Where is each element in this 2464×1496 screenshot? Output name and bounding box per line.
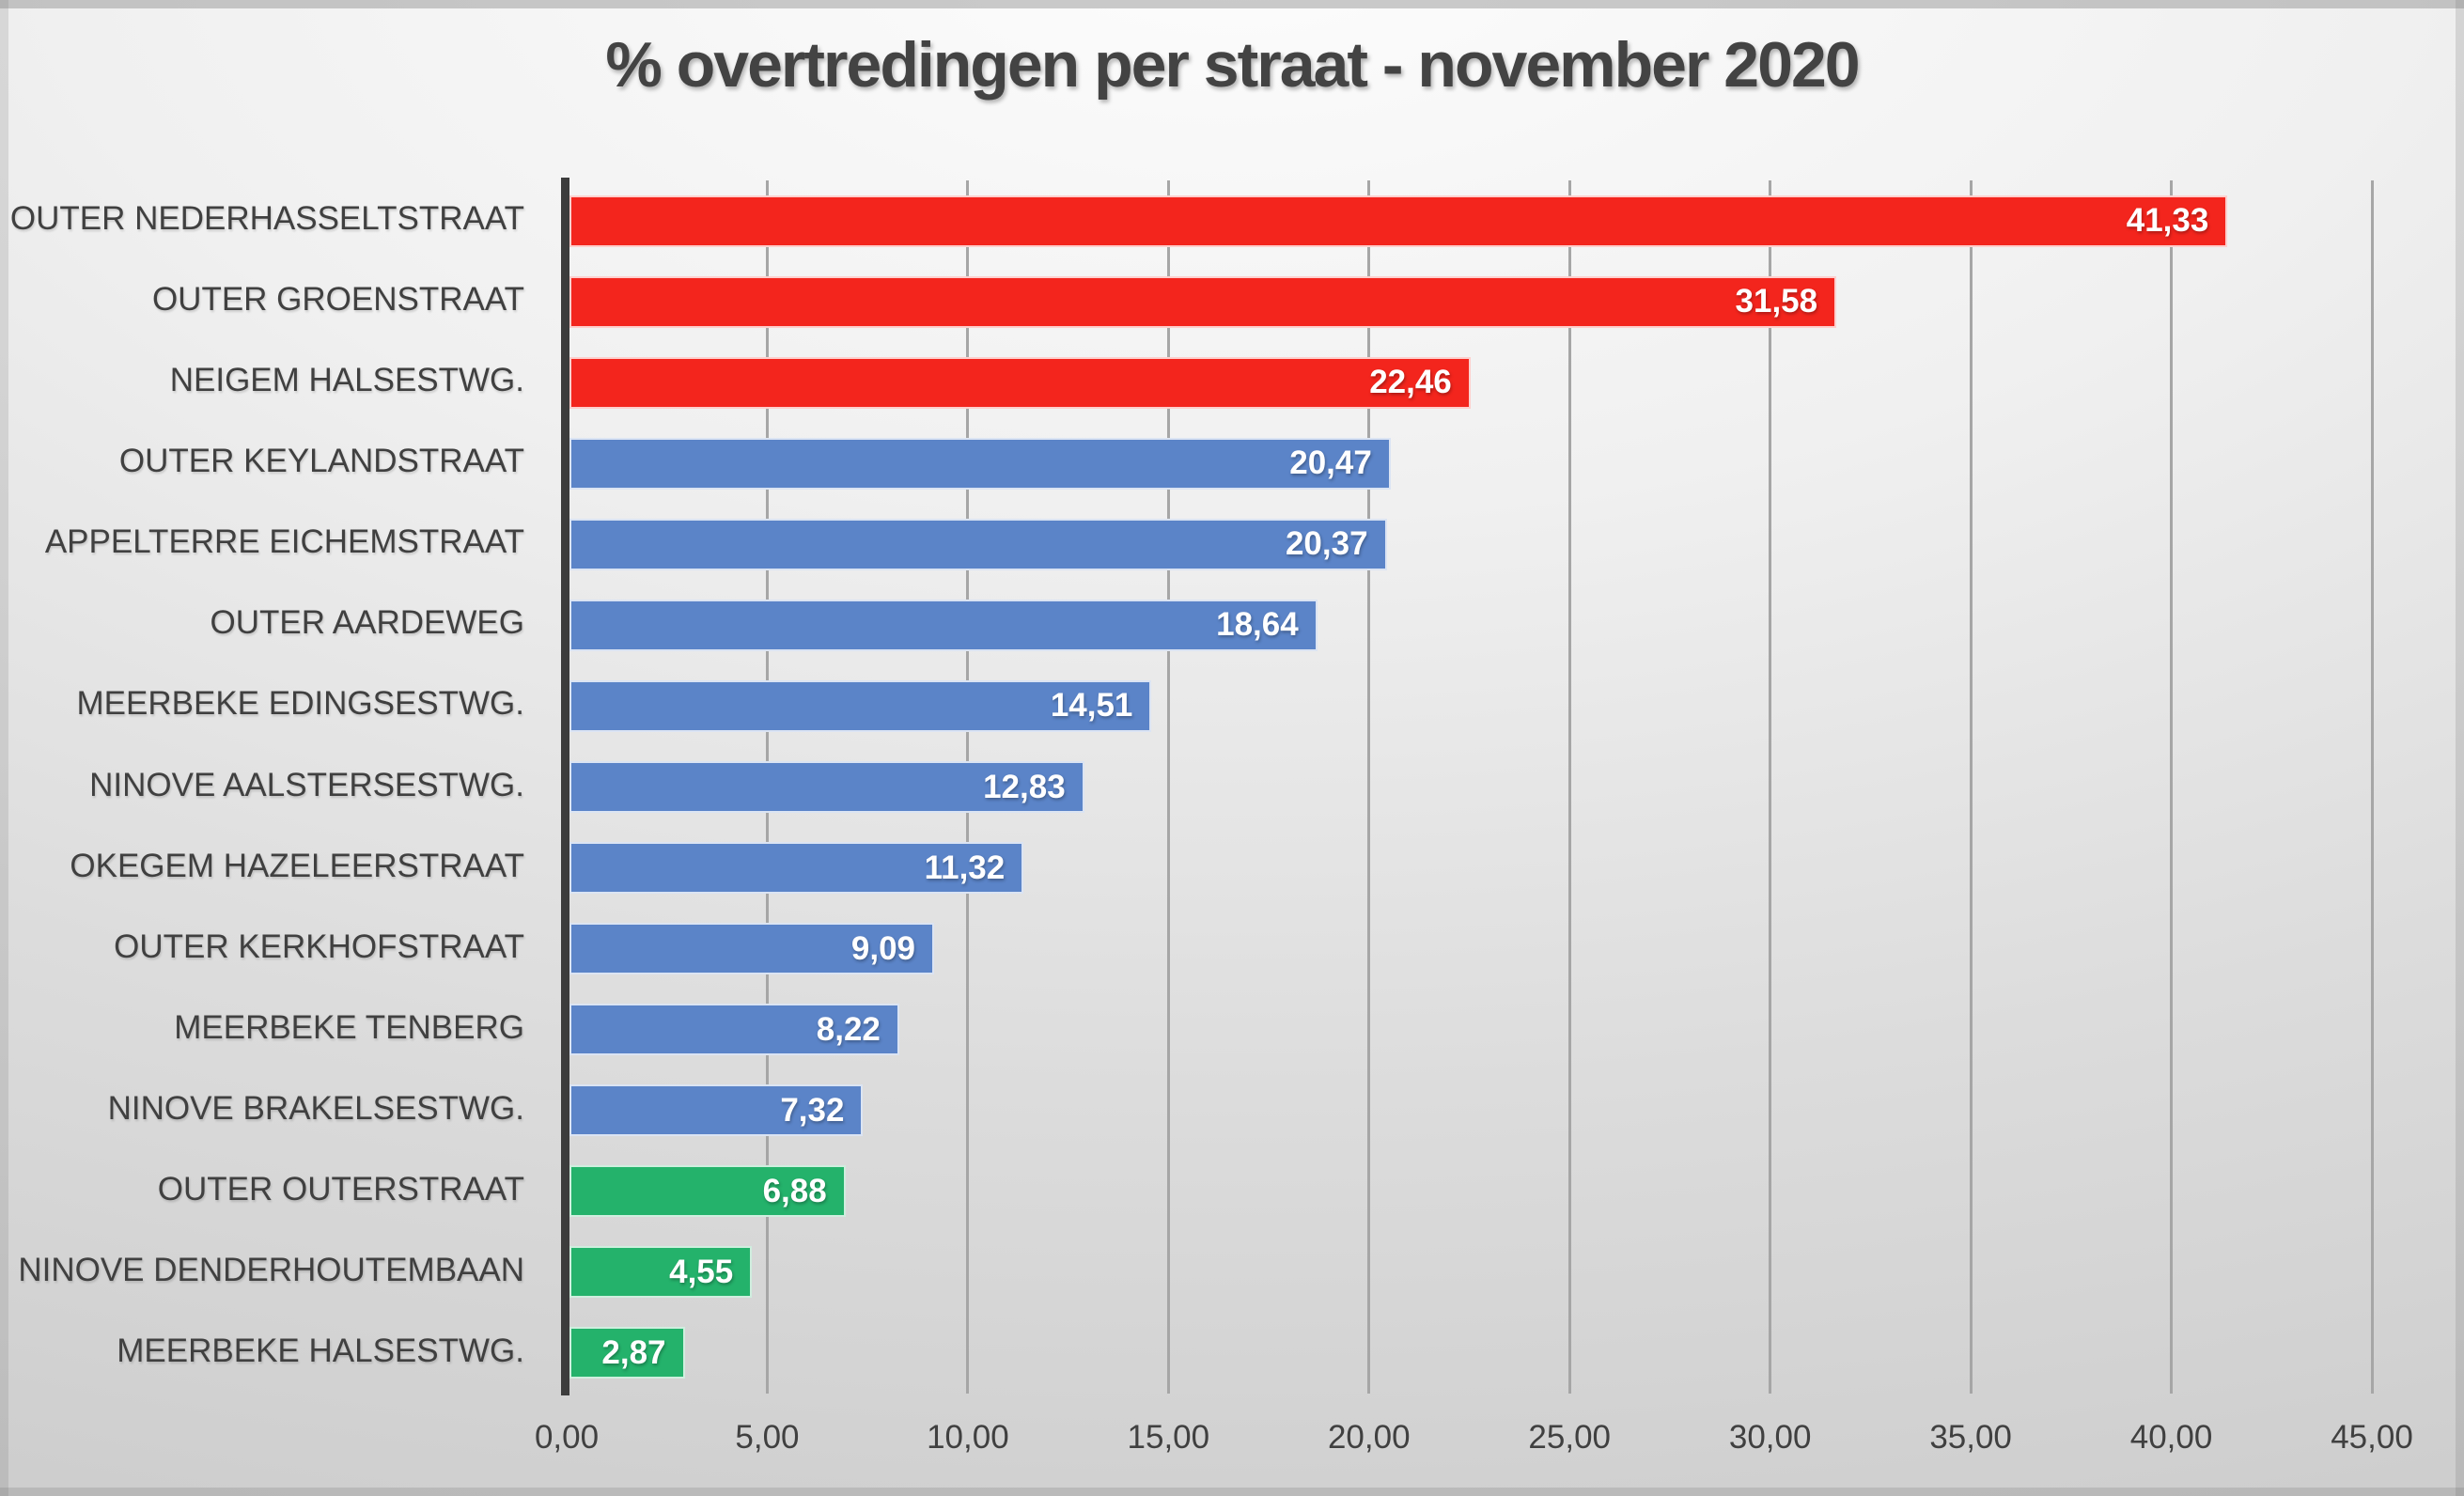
bar: 9,09 [569, 923, 935, 975]
gridline [1969, 180, 1973, 1394]
gridline [1567, 180, 1571, 1394]
x-axis-tick-label: 10,00 [927, 1419, 1009, 1456]
category-label: NEIGEM HALSESTWG. [169, 362, 524, 399]
category-label: MEERBEKE TENBERG [174, 1008, 524, 1046]
bar: 12,83 [569, 761, 1084, 813]
bar-value-label: 4,55 [669, 1253, 734, 1290]
bar-value-label: 20,47 [1289, 444, 1372, 482]
category-label: MEERBEKE EDINGSESTWG. [76, 685, 524, 723]
gridline [2170, 180, 2174, 1394]
bar-value-label: 2,87 [601, 1333, 666, 1371]
x-axis-tick-label: 0,00 [534, 1419, 600, 1456]
category-label: APPELTERRE EICHEMSTRAAT [44, 523, 524, 561]
bar-value-label: 20,37 [1285, 525, 1368, 563]
bar-value-label: 41,33 [2126, 202, 2209, 240]
bar: 11,32 [569, 842, 1024, 895]
bar-value-label: 18,64 [1216, 606, 1299, 644]
bar: 4,55 [569, 1246, 753, 1299]
chart-title: % overtredingen per straat - november 20… [605, 29, 1860, 101]
bar-value-label: 9,09 [850, 929, 916, 967]
bar: 41,33 [569, 195, 2228, 247]
bar-value-label: 14,51 [1050, 687, 1133, 725]
category-label: OUTER GROENSTRAAT [151, 281, 524, 319]
gridline [2370, 180, 2374, 1394]
category-label: OUTER AARDEWEG [210, 604, 524, 642]
bar-value-label: 22,46 [1369, 364, 1452, 401]
x-axis-tick-label: 5,00 [735, 1419, 800, 1456]
gridline [1769, 180, 1772, 1394]
bar-value-label: 7,32 [780, 1091, 845, 1129]
bar: 18,64 [569, 599, 1318, 651]
bar: 20,37 [569, 518, 1387, 570]
gridline [1166, 180, 1170, 1394]
x-axis-tick-label: 30,00 [1728, 1419, 1812, 1456]
bar-value-label: 6,88 [762, 1172, 827, 1209]
x-axis-tick-label: 40,00 [2129, 1419, 2213, 1456]
x-axis-tick-label: 15,00 [1127, 1419, 1210, 1456]
category-label: MEERBEKE HALSESTWG. [117, 1332, 524, 1369]
x-axis-tick-label: 20,00 [1327, 1419, 1411, 1456]
category-label: OKEGEM HAZELEERSTRAAT [70, 847, 524, 884]
category-label: OUTER NEDERHASSELTSTRAAT [9, 200, 524, 238]
bar: 22,46 [569, 356, 1471, 409]
category-label: OUTER KERKHOFSTRAAT [114, 927, 524, 965]
gridline [1367, 180, 1371, 1394]
category-label: OUTER KEYLANDSTRAAT [118, 443, 524, 480]
bar-value-label: 11,32 [924, 849, 1006, 886]
bar: 2,87 [569, 1327, 685, 1379]
bar: 8,22 [569, 1004, 899, 1056]
bar: 14,51 [569, 679, 1152, 732]
bar: 20,47 [569, 437, 1391, 490]
bar-value-label: 12,83 [983, 768, 1066, 805]
bar-value-label: 8,22 [816, 1010, 881, 1048]
x-axis-tick-label: 45,00 [2331, 1419, 2413, 1456]
category-label: NINOVE DENDERHOUTEMBAAN [18, 1251, 524, 1288]
x-axis-tick-label: 25,00 [1528, 1419, 1612, 1456]
bar: 7,32 [569, 1084, 864, 1137]
y-axis-line [561, 178, 569, 1395]
category-label: NINOVE BRAKELSESTWG. [107, 1089, 524, 1127]
bar: 31,58 [569, 275, 1837, 328]
category-label: NINOVE AALSTERSESTWG. [89, 766, 524, 803]
x-axis-tick-label: 35,00 [1929, 1419, 2012, 1456]
bar-value-label: 31,58 [1735, 283, 1818, 320]
category-label: OUTER OUTERSTRAAT [157, 1170, 524, 1208]
bar: 6,88 [569, 1165, 846, 1218]
